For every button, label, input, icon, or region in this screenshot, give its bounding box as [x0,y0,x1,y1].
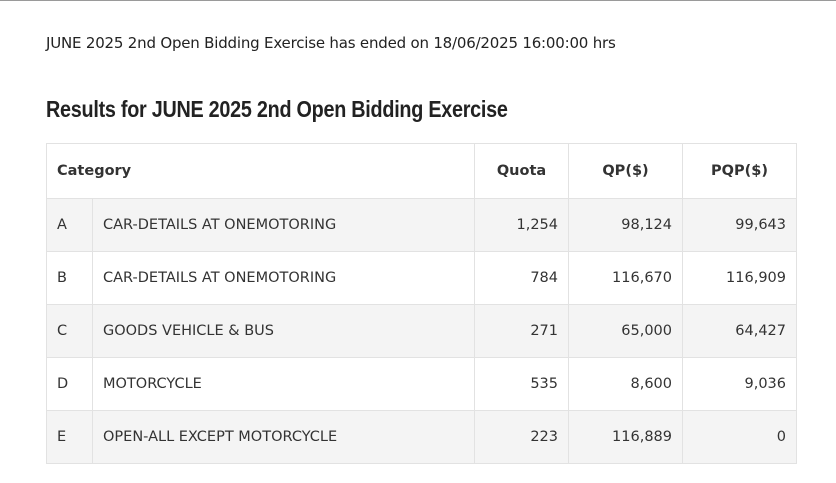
table-row: E OPEN-ALL EXCEPT MOTORCYCLE 223 116,889… [46,410,798,464]
quota-value: 535 [474,357,570,411]
bidding-ended-notice: JUNE 2025 2nd Open Bidding Exercise has … [46,34,616,52]
category-code: C [46,304,93,358]
category-code: E [46,410,93,464]
category-description: MOTORCYCLE [91,357,476,411]
category-code: A [46,198,93,252]
qp-value: 65,000 [568,304,684,358]
category-description: CAR-DETAILS AT ONEMOTORING [91,251,476,305]
category-description: CAR-DETAILS AT ONEMOTORING [91,198,476,252]
pqp-value: 99,643 [682,198,798,252]
table-row: C GOODS VEHICLE & BUS 271 65,000 64,427 [46,304,798,358]
quota-value: 1,254 [474,198,570,252]
column-header-category: Category [45,143,476,199]
results-table: Category Quota QP($) PQP($) A CAR-DETAIL… [45,143,798,464]
table-row: B CAR-DETAILS AT ONEMOTORING 784 116,670… [46,251,798,305]
quota-value: 223 [474,410,570,464]
pqp-value: 64,427 [682,304,798,358]
table-header-row: Category Quota QP($) PQP($) [45,143,798,199]
quota-value: 271 [474,304,570,358]
pqp-value: 9,036 [682,357,798,411]
category-code: D [46,357,93,411]
category-description: GOODS VEHICLE & BUS [91,304,476,358]
pqp-value: 0 [682,410,798,464]
qp-value: 8,600 [568,357,684,411]
category-description: OPEN-ALL EXCEPT MOTORCYCLE [91,410,476,464]
column-header-quota: Quota [474,143,570,199]
qp-value: 116,670 [568,251,684,305]
table-row: D MOTORCYCLE 535 8,600 9,036 [46,357,798,411]
qp-value: 116,889 [568,410,684,464]
column-header-qp: QP($) [568,143,684,199]
pqp-value: 116,909 [682,251,798,305]
category-code: B [46,251,93,305]
qp-value: 98,124 [568,198,684,252]
table-row: A CAR-DETAILS AT ONEMOTORING 1,254 98,12… [46,198,798,252]
results-heading: Results for JUNE 2025 2nd Open Bidding E… [46,96,508,122]
column-header-pqp: PQP($) [682,143,798,199]
quota-value: 784 [474,251,570,305]
top-divider [0,0,836,1]
